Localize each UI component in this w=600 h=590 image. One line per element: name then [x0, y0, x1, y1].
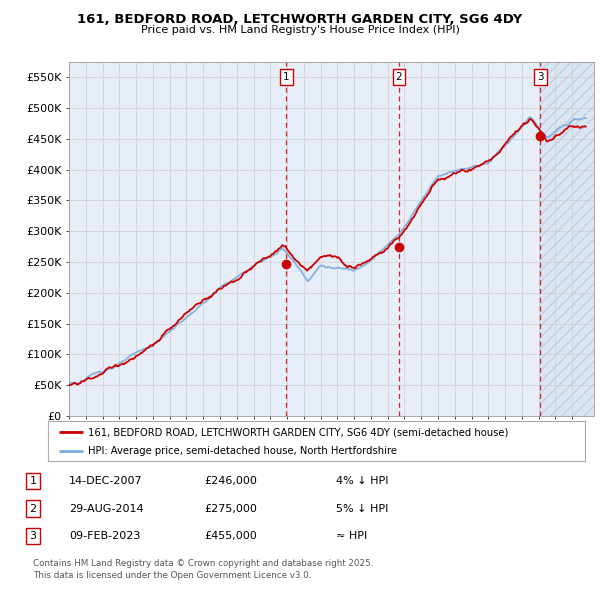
Bar: [541, 62, 598, 416]
Text: ≈ HPI: ≈ HPI: [336, 532, 367, 541]
Text: 3: 3: [537, 73, 544, 83]
Text: 09-FEB-2023: 09-FEB-2023: [69, 532, 140, 541]
Text: 161, BEDFORD ROAD, LETCHWORTH GARDEN CITY, SG6 4DY (semi-detached house): 161, BEDFORD ROAD, LETCHWORTH GARDEN CIT…: [88, 427, 509, 437]
Text: 3: 3: [29, 532, 37, 541]
Text: 2: 2: [29, 504, 37, 513]
Text: 29-AUG-2014: 29-AUG-2014: [69, 504, 143, 513]
Text: Price paid vs. HM Land Registry's House Price Index (HPI): Price paid vs. HM Land Registry's House …: [140, 25, 460, 35]
Text: 5% ↓ HPI: 5% ↓ HPI: [336, 504, 388, 513]
Text: 1: 1: [283, 73, 290, 83]
Bar: [541, 62, 598, 416]
Text: 4% ↓ HPI: 4% ↓ HPI: [336, 476, 389, 486]
Text: £455,000: £455,000: [204, 532, 257, 541]
Text: Contains HM Land Registry data © Crown copyright and database right 2025.
This d: Contains HM Land Registry data © Crown c…: [33, 559, 373, 580]
Text: 2: 2: [395, 73, 402, 83]
Text: £246,000: £246,000: [204, 476, 257, 486]
Text: 1: 1: [29, 476, 37, 486]
Text: 14-DEC-2007: 14-DEC-2007: [69, 476, 143, 486]
Text: £275,000: £275,000: [204, 504, 257, 513]
Text: HPI: Average price, semi-detached house, North Hertfordshire: HPI: Average price, semi-detached house,…: [88, 447, 397, 456]
Text: 161, BEDFORD ROAD, LETCHWORTH GARDEN CITY, SG6 4DY: 161, BEDFORD ROAD, LETCHWORTH GARDEN CIT…: [77, 13, 523, 26]
